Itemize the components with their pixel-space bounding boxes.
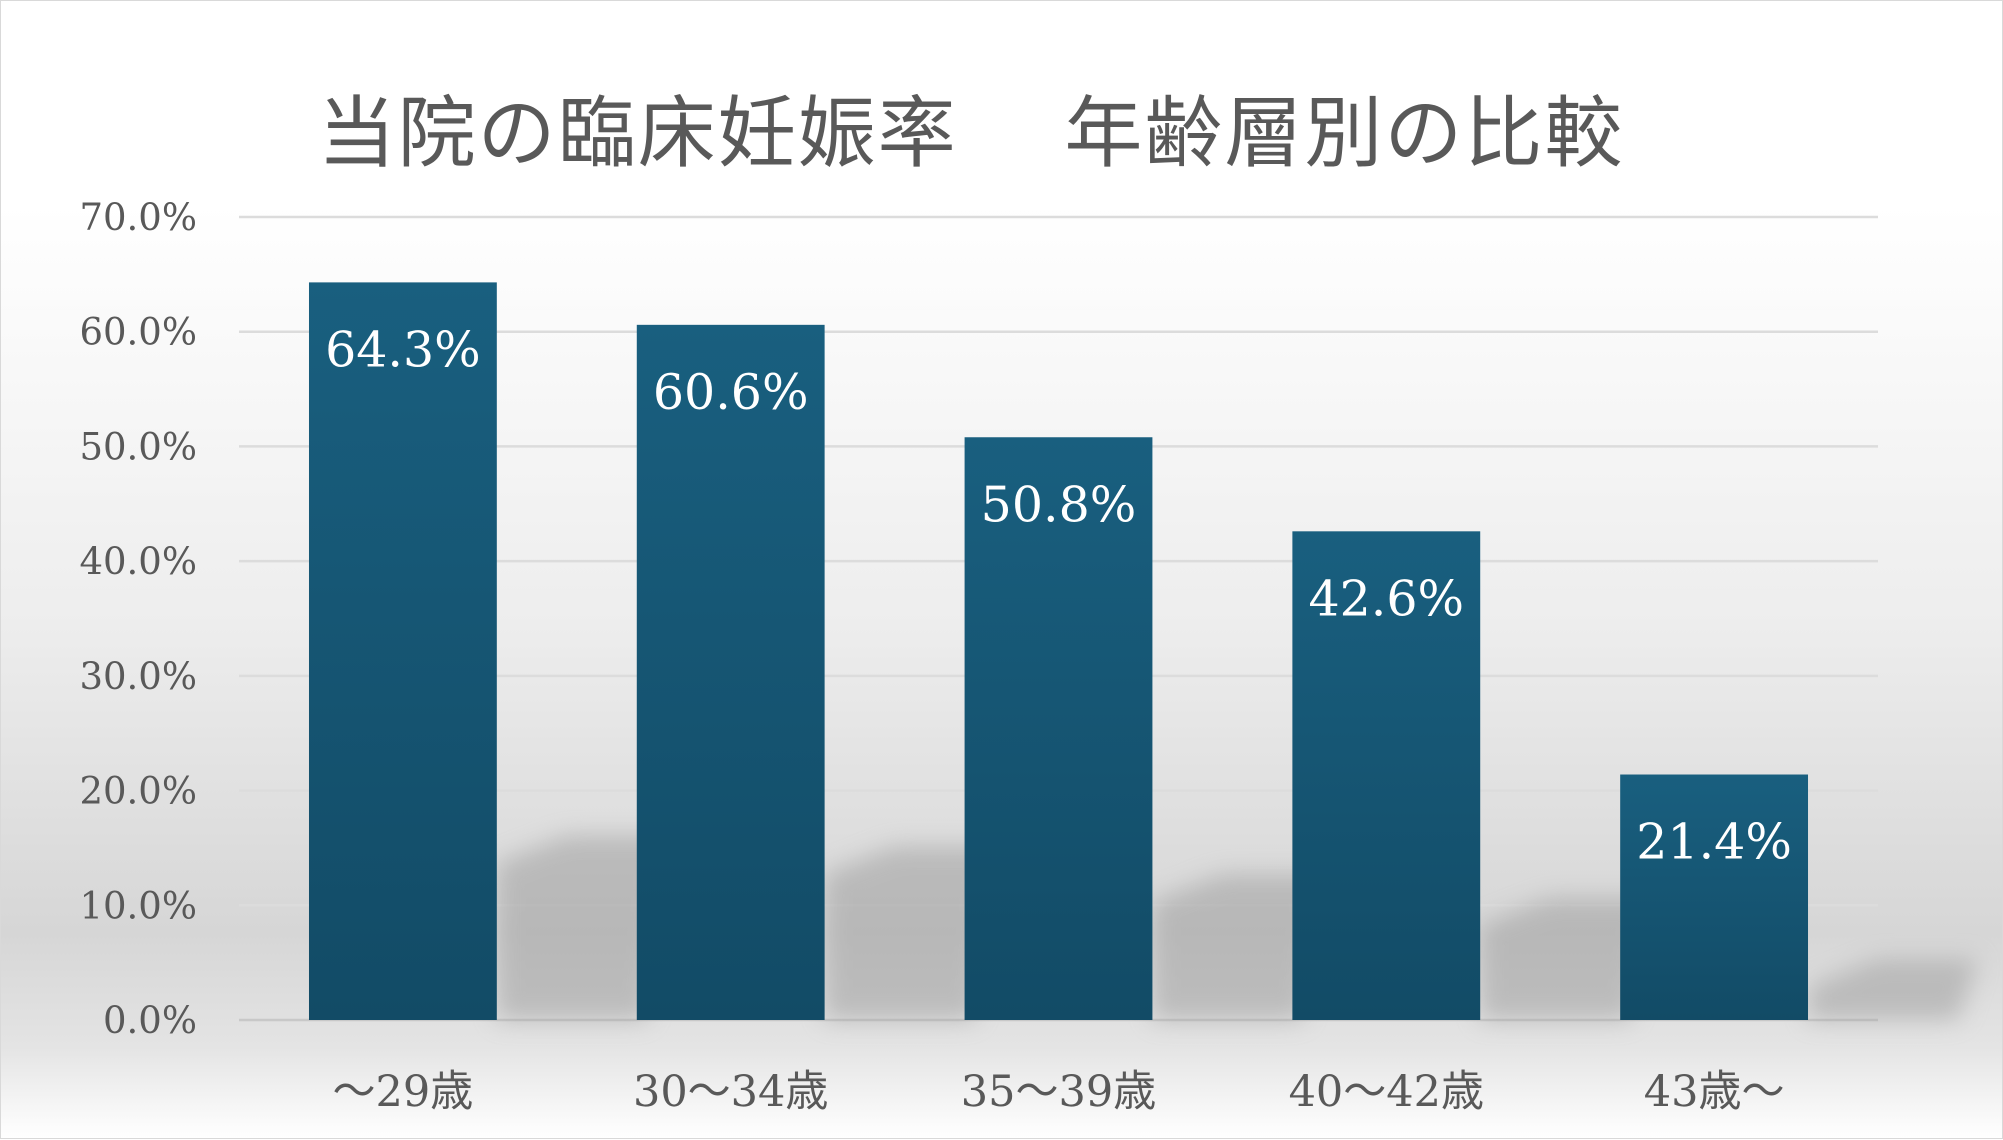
- y-tick-label: 40.0%: [79, 540, 197, 583]
- x-tick-label: 35～39歳: [961, 1067, 1156, 1117]
- data-label: 50.8%: [981, 476, 1137, 533]
- y-tick-label: 20.0%: [79, 770, 197, 813]
- bar: [636, 324, 825, 1020]
- bar: [308, 282, 497, 1020]
- bar: [964, 437, 1153, 1020]
- bar-shadow: [1480, 897, 1651, 1020]
- bar-shadow: [1808, 958, 1979, 1020]
- x-axis-ticks: ～29歳 30～34歳 35～39歳 40～42歳 43歳～: [333, 1067, 1785, 1117]
- data-label: 42.6%: [1308, 570, 1464, 627]
- y-tick-label: 10.0%: [79, 884, 197, 927]
- bar-shadows: [496, 835, 1979, 1020]
- x-tick-label: 40～42歳: [1289, 1067, 1484, 1117]
- x-tick-label: 30～34歳: [633, 1067, 828, 1117]
- x-tick-label: 43歳～: [1644, 1067, 1785, 1117]
- y-tick-label: 50.0%: [79, 425, 197, 468]
- y-tick-label: 30.0%: [79, 655, 197, 698]
- bar: [1620, 774, 1809, 1020]
- data-label: 21.4%: [1636, 814, 1792, 871]
- data-label: 64.3%: [325, 321, 481, 378]
- data-labels: 64.3% 60.6% 50.8% 42.6% 21.4%: [325, 321, 1792, 870]
- bar-shadow: [1152, 874, 1323, 1020]
- bar: [1292, 531, 1481, 1020]
- x-tick-label: ～29歳: [333, 1067, 474, 1117]
- y-tick-label: 60.0%: [79, 311, 197, 354]
- chart-title: 当院の臨床妊娠率 年齢層別の比較: [317, 89, 1625, 179]
- bar-shadow: [824, 846, 995, 1020]
- data-label: 60.6%: [653, 364, 809, 421]
- y-tick-label: 70.0%: [79, 196, 197, 239]
- y-tick-label: 0.0%: [103, 999, 197, 1042]
- bar-shadow: [496, 835, 667, 1020]
- bars: [308, 282, 1809, 1020]
- y-axis-ticks: 0.0% 10.0% 20.0% 30.0% 40.0% 50.0% 60.0% 70.0%: [79, 196, 197, 1042]
